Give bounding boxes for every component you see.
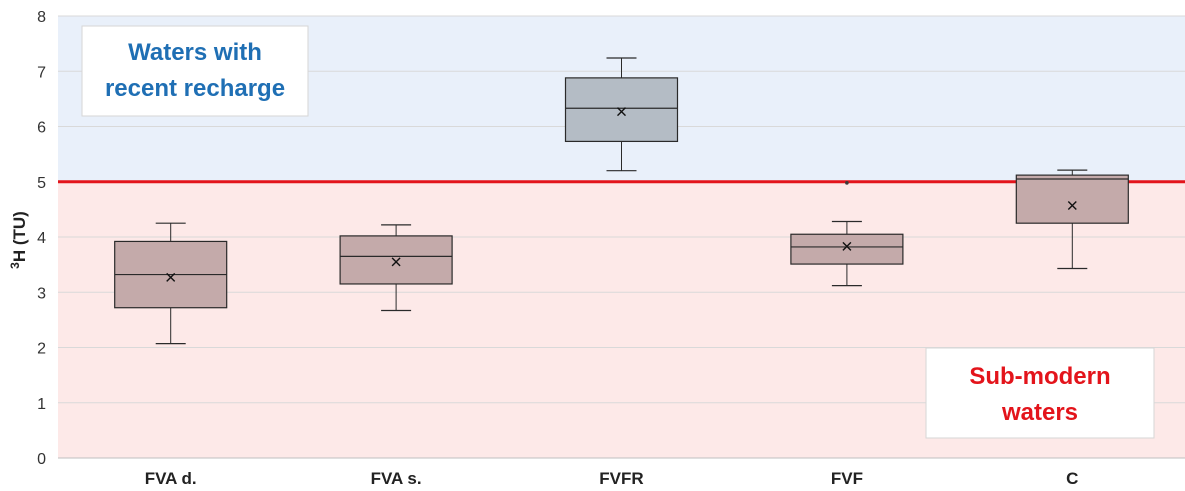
y-tick-label-1: 1 (37, 396, 46, 413)
mean-marker (391, 257, 401, 267)
annotation-sub-modern-line-2: waters (1001, 399, 1078, 426)
y-axis-title: 3H (TU) (8, 211, 29, 269)
background-regions (58, 16, 1185, 458)
box-2 (339, 224, 453, 312)
mean-marker (617, 107, 626, 117)
annotation-sub-modern-line-1: Sub-modern (969, 363, 1110, 390)
y-tick-label-0: 0 (37, 451, 46, 468)
box-series (114, 57, 1129, 345)
y-tick-label-2: 2 (37, 341, 46, 358)
x-category-label-4: FVF (831, 469, 863, 488)
y-axis-title-text: H (TU) (10, 211, 29, 262)
annotation-recent-recharge: Waters with recent recharge (81, 25, 309, 117)
annotation-recent-recharge-box (81, 25, 309, 117)
box-1 (114, 222, 228, 345)
mean-marker (842, 241, 852, 251)
y-tick-label-7: 7 (37, 64, 46, 81)
x-category-label-3: FVFR (599, 469, 643, 488)
annotation-sub-modern-box (925, 347, 1155, 439)
iqr-box (1015, 174, 1129, 224)
y-tick-label-3: 3 (37, 285, 46, 302)
box-4 (790, 181, 904, 287)
iqr-box (339, 235, 453, 285)
iqr-box (564, 77, 679, 143)
mean-marker (166, 272, 176, 282)
iqr-box (790, 233, 904, 265)
annotation-recent-recharge-line-1: Waters with (128, 39, 262, 66)
annotation-recent-recharge-line-2: recent recharge (105, 75, 285, 102)
outlier-point-0 (845, 181, 849, 185)
y-axis-ticks: 0 1 2 3 4 5 6 7 8 (37, 9, 46, 468)
box-3 (564, 57, 679, 172)
box-5 (1015, 169, 1129, 270)
y-tick-label-6: 6 (37, 120, 46, 137)
x-category-label-1: FVA d. (145, 469, 197, 488)
x-axis-labels: FVA d. FVA s. FVFR FVF C (145, 469, 1079, 488)
x-category-label-2: FVA s. (371, 469, 422, 488)
y-tick-label-8: 8 (37, 9, 46, 26)
y-axis-title-superscript: 3 (8, 262, 22, 269)
mean-marker (1067, 201, 1077, 211)
annotation-sub-modern: Sub-modern waters (925, 347, 1155, 439)
y-tick-label-5: 5 (37, 175, 46, 192)
x-category-label-5: C (1066, 469, 1078, 488)
y-tick-label-4: 4 (37, 230, 46, 247)
